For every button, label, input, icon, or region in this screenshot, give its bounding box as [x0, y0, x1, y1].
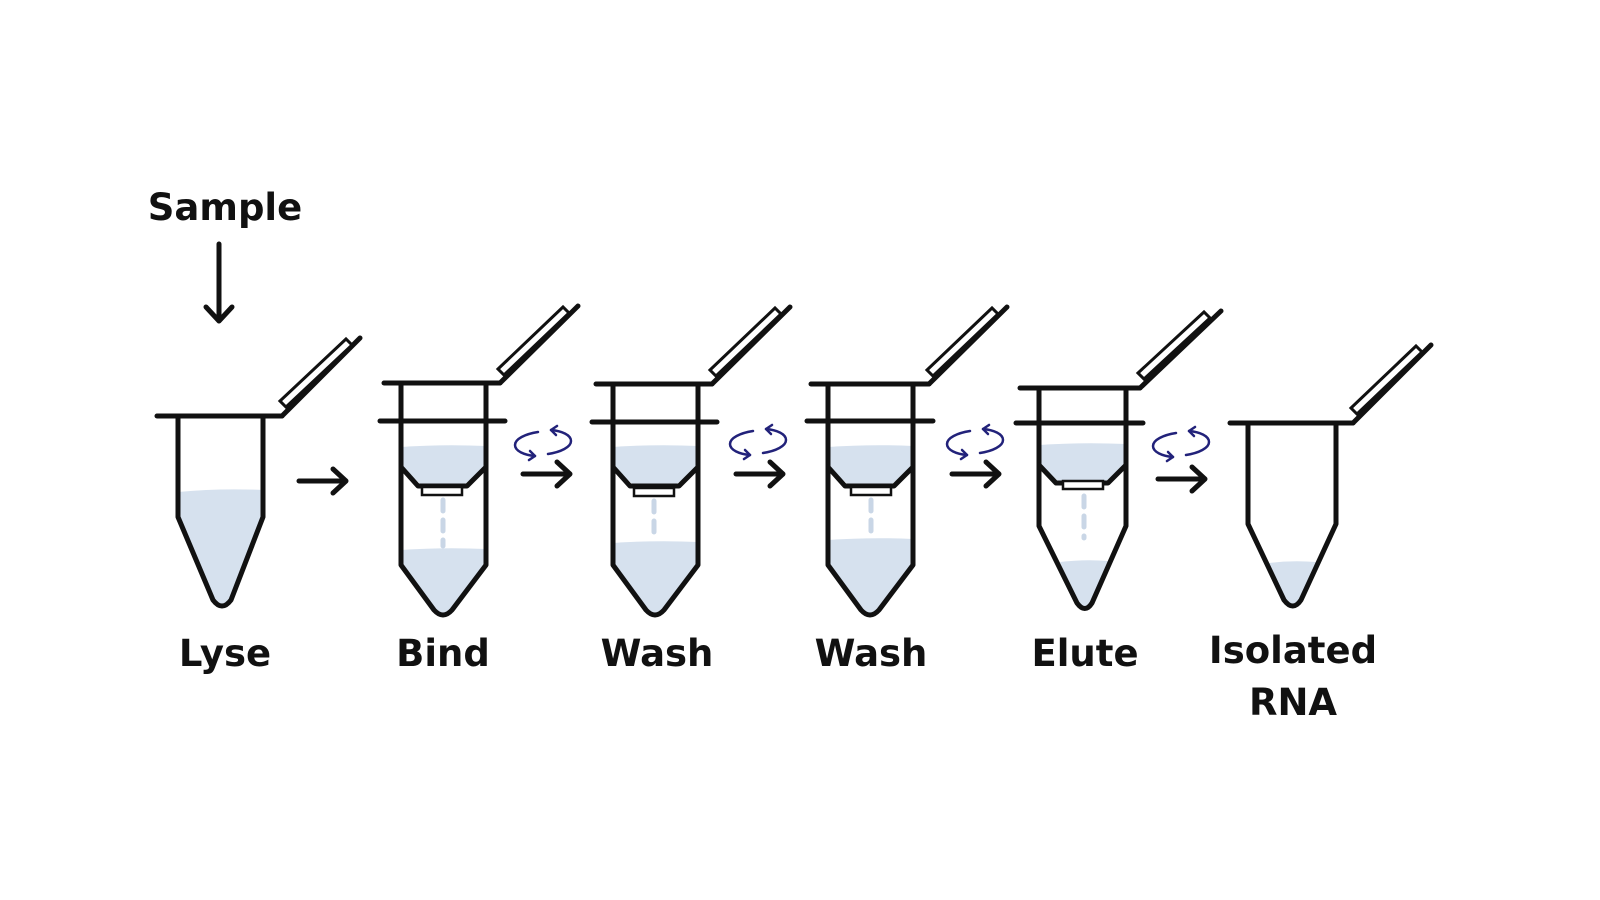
tube-isolated-rna: [1227, 342, 1434, 609]
tube-elute: [1013, 308, 1224, 611]
centrifuge-spin-icon: [513, 424, 573, 462]
tube-lyse: [154, 335, 363, 609]
tube-lid: [1348, 343, 1425, 417]
step-label-wash: Wash: [814, 632, 928, 675]
right-arrow-icon: [949, 459, 1002, 489]
step-label-elute: Elute: [1031, 632, 1139, 675]
centrifuge-spin-icon: [945, 423, 1005, 461]
sample-label: Sample: [147, 186, 303, 229]
step-label-isolated-rna: Isolated RNA: [1208, 629, 1378, 724]
tube-lid: [1135, 309, 1213, 382]
tube-bind: [377, 303, 581, 618]
tube-lid: [924, 305, 1001, 379]
centrifuge-spin-icon: [1151, 425, 1211, 463]
step-label-wash: Wash: [600, 632, 714, 675]
tube-lid: [707, 305, 784, 379]
tube-wash-2: [804, 304, 1010, 618]
step-label-lyse: Lyse: [178, 632, 272, 675]
centrifuge-spin-icon: [728, 423, 788, 461]
right-arrow-icon: [733, 459, 786, 489]
down-arrow-icon: [203, 241, 235, 324]
tube-lid: [277, 336, 355, 410]
right-arrow-icon: [520, 459, 573, 489]
step-label-bind: Bind: [396, 632, 490, 675]
tube-wash-1: [589, 304, 793, 618]
right-arrow-icon: [296, 466, 349, 496]
tube-lid: [495, 304, 572, 378]
right-arrow-icon: [1155, 464, 1208, 494]
